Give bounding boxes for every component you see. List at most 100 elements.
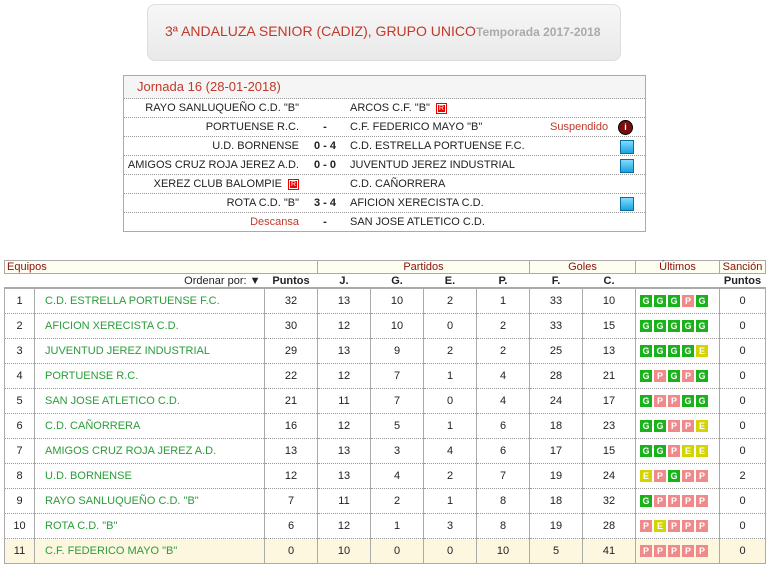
team-link[interactable]: ROTA C.D. "B" — [34, 513, 265, 539]
cell-sancion: 0 — [719, 438, 766, 464]
match-row: RAYO SANLUQUEÑO C.D. "B" ARCOS C.F. "B" R — [124, 99, 645, 118]
cell-f: 33 — [529, 288, 583, 314]
home-team[interactable]: Descansa — [250, 213, 299, 231]
result-badge: G — [640, 445, 652, 457]
cell-e: 1 — [423, 363, 477, 389]
cell-g: 4 — [370, 463, 424, 489]
home-team[interactable]: RAYO SANLUQUEÑO C.D. "B" — [145, 99, 299, 117]
team-link[interactable]: AFICION XERECISTA C.D. — [34, 313, 265, 339]
cell-sancion: 0 — [719, 388, 766, 414]
home-team[interactable]: PORTUENSE R.C. — [206, 118, 299, 136]
home-team[interactable]: ROTA C.D. "B" — [227, 194, 299, 212]
match-report-icon[interactable] — [620, 197, 634, 211]
cell-sancion: 0 — [719, 488, 766, 514]
standings-table: Equipos Partidos Goles Últimos Sanción O… — [4, 260, 766, 564]
away-team[interactable]: C.D. CAÑORRERA — [350, 175, 445, 193]
cell-sancion: 0 — [719, 338, 766, 364]
cell-g: 10 — [370, 313, 424, 339]
cell-sancion: 2 — [719, 463, 766, 489]
team-link[interactable]: C.F. FEDERICO MAYO "B" — [34, 538, 265, 564]
match-score: - — [323, 121, 327, 133]
match-report-icon[interactable] — [620, 140, 634, 154]
away-team-name[interactable]: SAN JOSE ATLETICO C.D. — [350, 216, 485, 228]
result-badge: P — [696, 545, 708, 557]
away-team-name[interactable]: C.D. ESTRELLA PORTUENSE F.C. — [350, 140, 525, 152]
cell-e: 2 — [423, 338, 477, 364]
away-team-name[interactable]: C.D. CAÑORRERA — [350, 178, 446, 190]
away-team[interactable]: ARCOS C.F. "B" R — [350, 99, 447, 117]
col-puntos[interactable]: Puntos — [264, 273, 318, 289]
col-j[interactable]: J. — [317, 273, 371, 289]
cell-p: 4 — [476, 363, 530, 389]
result-badge: P — [682, 295, 694, 307]
match-report-icon[interactable] — [620, 159, 634, 173]
sort-desc-icon: ▼ — [249, 274, 261, 287]
away-team-name[interactable]: ARCOS C.F. "B" — [350, 102, 430, 114]
result-badge: G — [640, 395, 652, 407]
cell-p: 2 — [476, 313, 530, 339]
away-team-name[interactable]: JUVENTUD JEREZ INDUSTRIAL — [350, 159, 516, 171]
order-by[interactable]: Ordenar por: ▼ — [4, 273, 265, 289]
cell-e: 1 — [423, 488, 477, 514]
away-team-name[interactable]: C.F. FEDERICO MAYO "B" — [350, 121, 483, 133]
home-team-name[interactable]: XEREZ CLUB BALOMPIE — [153, 178, 282, 190]
col-e[interactable]: E. — [423, 273, 477, 289]
cell-j: 11 — [317, 388, 371, 414]
cell-j: 13 — [317, 338, 371, 364]
info-icon[interactable]: i — [618, 120, 633, 135]
home-team-name[interactable]: PORTUENSE R.C. — [205, 121, 299, 133]
table-row: 4 PORTUENSE R.C. 22 12 7 1 4 28 21 G P G P G 0 — [4, 363, 766, 389]
home-team-name[interactable]: Descansa — [250, 216, 299, 228]
match-row: PORTUENSE R.C. - C.F. FEDERICO MAYO "B" Sus… — [124, 118, 645, 137]
team-link[interactable]: RAYO SANLUQUEÑO C.D. "B" — [34, 488, 265, 514]
col-c[interactable]: C. — [582, 273, 636, 289]
result-badge: P — [640, 520, 652, 532]
cell-pts: 7 — [264, 488, 318, 514]
col-p[interactable]: P. — [476, 273, 530, 289]
competition-header: 3ª ANDALUZA SENIOR (CADIZ), GRUPO UNICO … — [147, 4, 621, 61]
home-team[interactable]: AMIGOS CRUZ ROJA JEREZ A.D. — [128, 156, 299, 174]
result-badge: P — [682, 370, 694, 382]
cell-g: 1 — [370, 513, 424, 539]
team-link[interactable]: PORTUENSE R.C. — [34, 363, 265, 389]
match-score: 0 - 4 — [313, 140, 336, 152]
team-link[interactable]: AMIGOS CRUZ ROJA JEREZ A.D. — [34, 438, 265, 464]
home-team[interactable]: XEREZ CLUB BALOMPIE R — [154, 175, 299, 193]
position: 9 — [4, 488, 35, 514]
home-team-name[interactable]: U.D. BORNENSE — [212, 140, 299, 152]
result-badge: G — [696, 395, 708, 407]
cell-g: 7 — [370, 388, 424, 414]
cell-e: 0 — [423, 388, 477, 414]
cell-sancion: 0 — [719, 538, 766, 564]
position: 2 — [4, 313, 35, 339]
table-row: 6 C.D. CAÑORRERA 16 12 5 1 6 18 23 G G P P E 0 — [4, 413, 766, 439]
away-team[interactable]: JUVENTUD JEREZ INDUSTRIAL — [350, 156, 515, 174]
team-link[interactable]: C.D. ESTRELLA PORTUENSE F.C. — [34, 288, 265, 314]
result-badge: P — [682, 520, 694, 532]
result-badge: P — [654, 495, 666, 507]
home-team-name[interactable]: AMIGOS CRUZ ROJA JEREZ A.D. — [127, 159, 299, 171]
cell-p: 10 — [476, 538, 530, 564]
col-g[interactable]: G. — [370, 273, 424, 289]
team-link[interactable]: SAN JOSE ATLETICO C.D. — [34, 388, 265, 414]
result-badge: G — [668, 320, 680, 332]
team-link[interactable]: U.D. BORNENSE — [34, 463, 265, 489]
result-badge: G — [668, 295, 680, 307]
result-badge: P — [696, 495, 708, 507]
result-badge: G — [654, 295, 666, 307]
team-link[interactable]: C.D. CAÑORRERA — [34, 413, 265, 439]
match-score: 0 - 0 — [313, 159, 336, 171]
home-team[interactable]: U.D. BORNENSE — [212, 137, 299, 155]
cell-g: 9 — [370, 338, 424, 364]
away-team-name[interactable]: AFICION XERECISTA C.D. — [350, 197, 484, 209]
away-team[interactable]: C.D. ESTRELLA PORTUENSE F.C. — [350, 137, 525, 155]
col-f[interactable]: F. — [529, 273, 583, 289]
home-team-name[interactable]: RAYO SANLUQUEÑO C.D. "B" — [145, 102, 299, 114]
away-team[interactable]: SAN JOSE ATLETICO C.D. — [350, 213, 485, 231]
away-team[interactable]: C.F. FEDERICO MAYO "B" — [350, 118, 482, 136]
home-team-name[interactable]: ROTA C.D. "B" — [226, 197, 299, 209]
away-team[interactable]: AFICION XERECISTA C.D. — [350, 194, 484, 212]
team-link[interactable]: JUVENTUD JEREZ INDUSTRIAL — [34, 338, 265, 364]
cell-pts: 21 — [264, 388, 318, 414]
